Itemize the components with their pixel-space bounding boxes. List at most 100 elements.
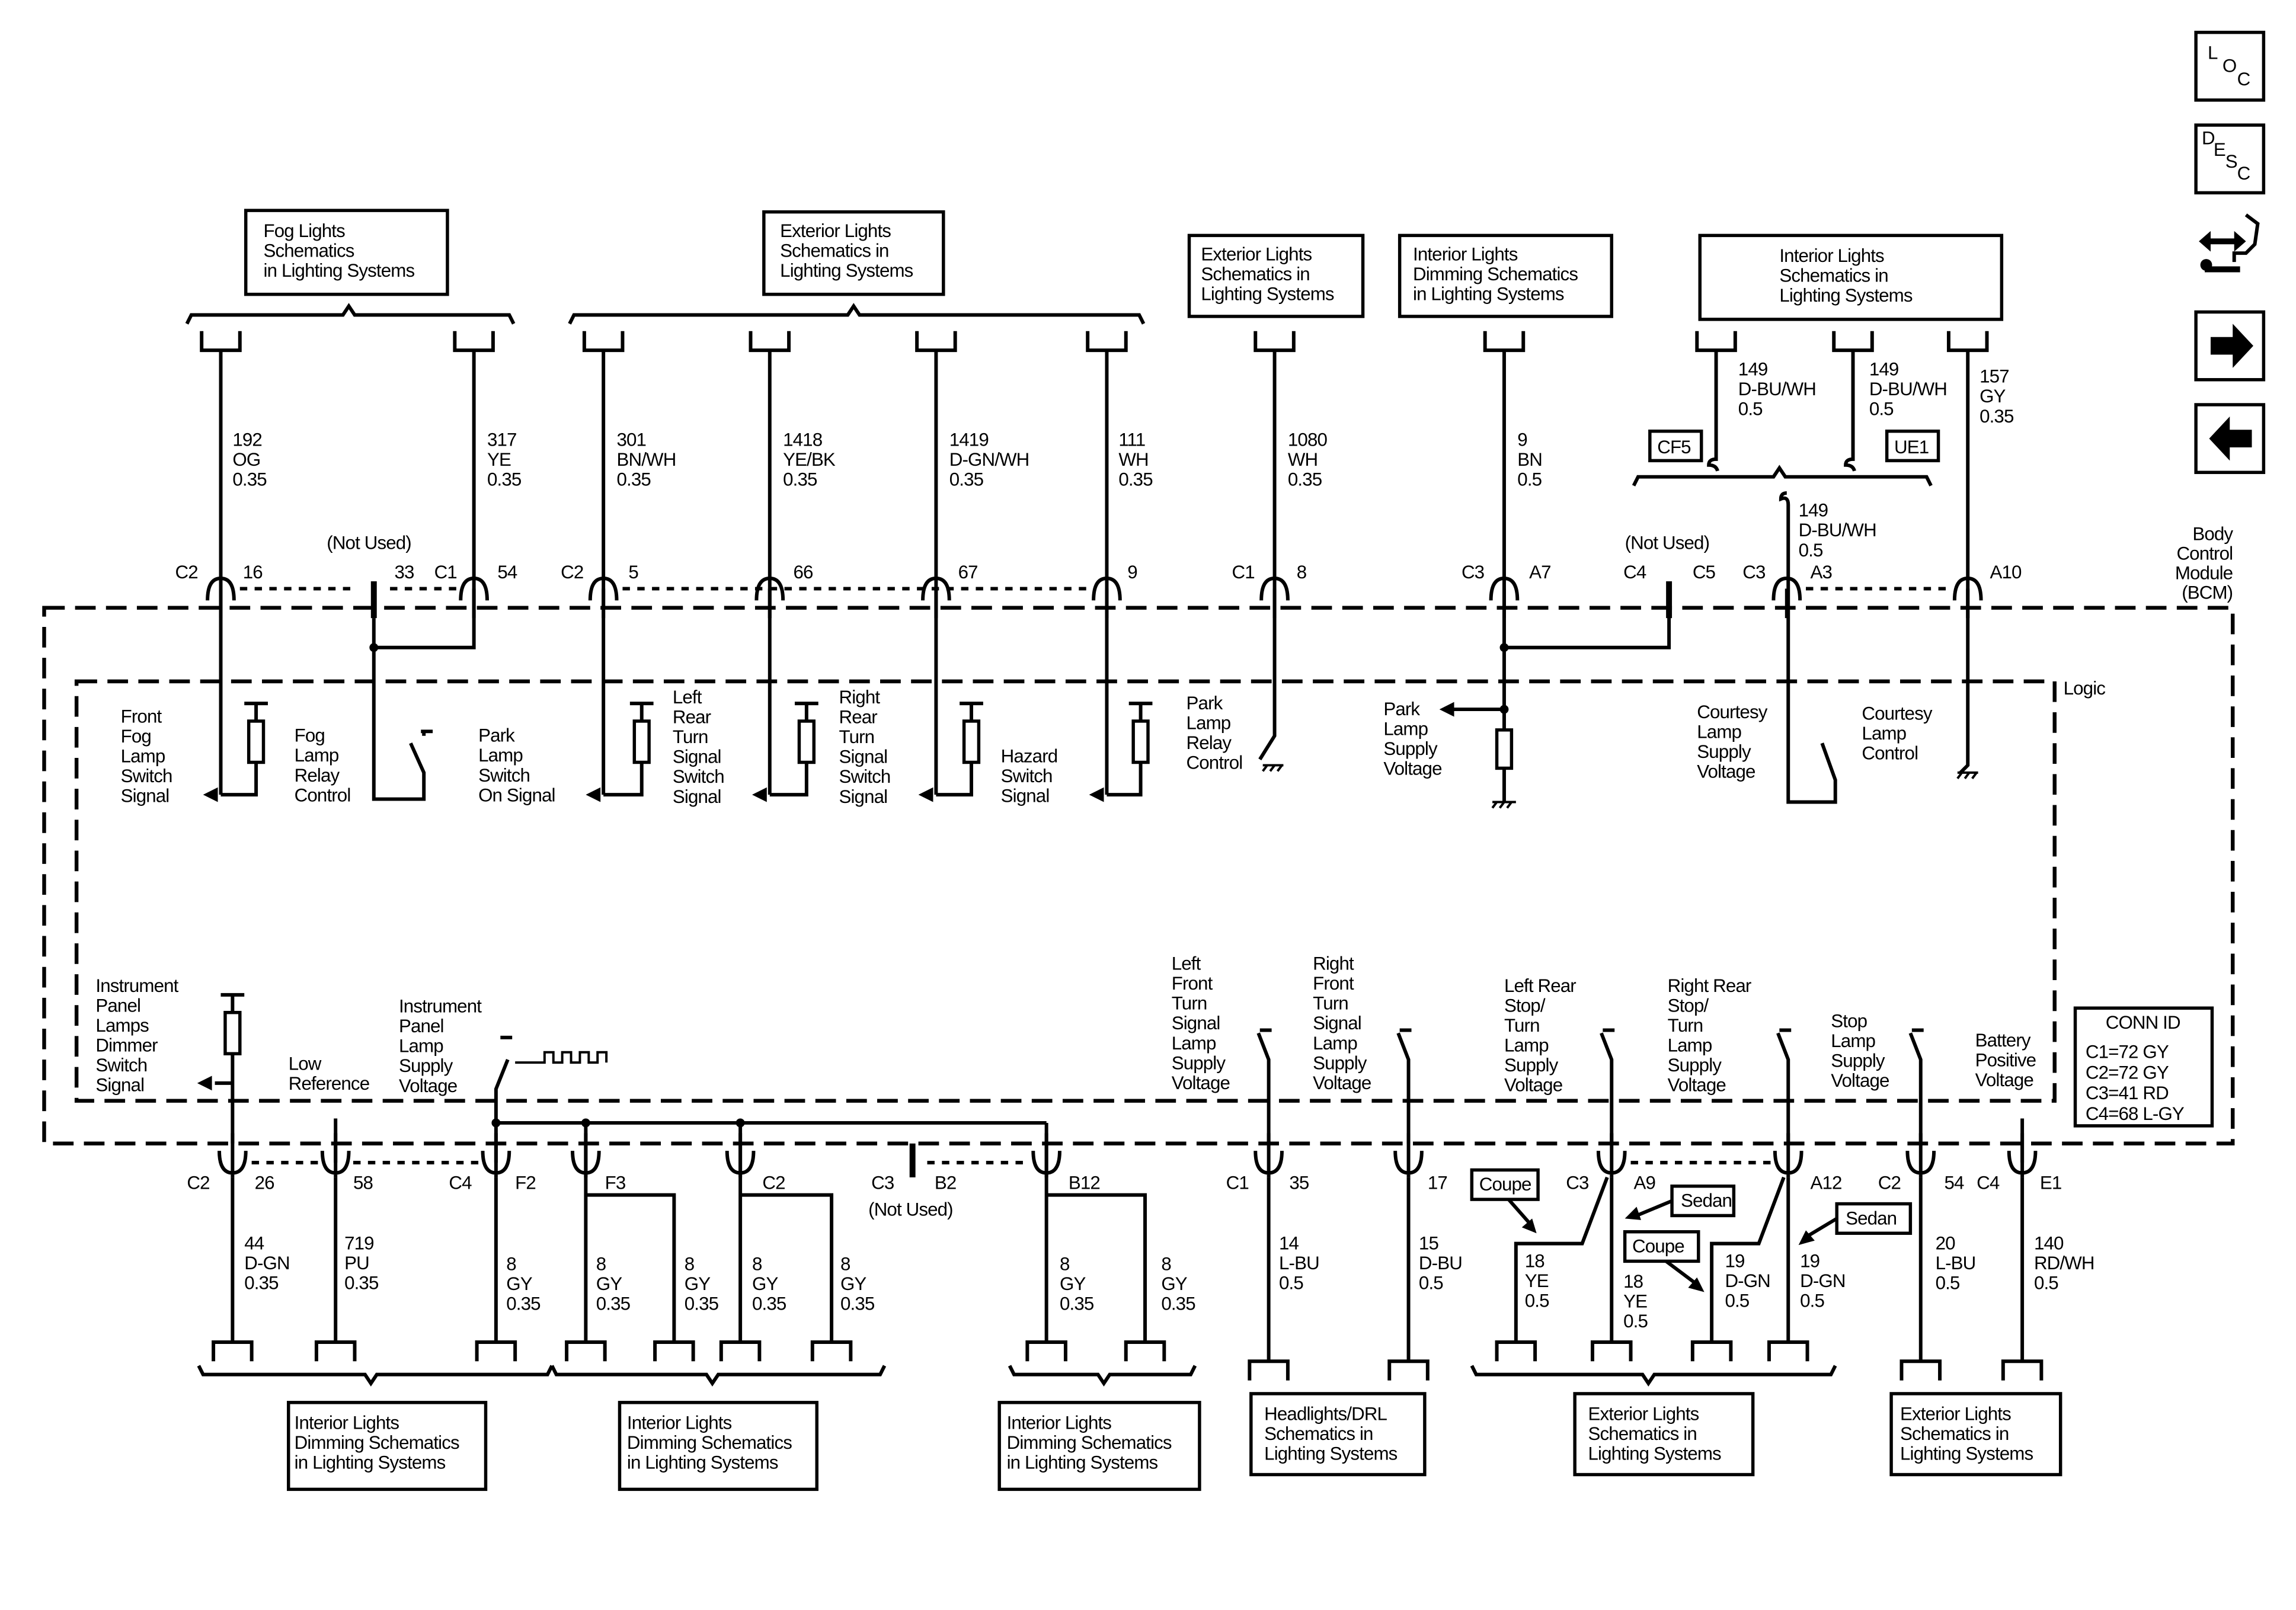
previous-arrow-icon[interactable] <box>2194 403 2266 474</box>
interior-dimming-ref-box[interactable] <box>1398 233 1613 318</box>
bottom-reference-label[interactable]: Exterior Lights <box>1900 1404 2012 1425</box>
circuit-function-label: Right Rear <box>1668 975 1751 996</box>
bottom-reference-label[interactable]: Interior Lights <box>1007 1413 1112 1433</box>
pin-label: E1 <box>2040 1173 2062 1193</box>
exterior-lights-ref-box[interactable] <box>1187 233 1365 318</box>
top-reference-label[interactable]: Interior Lights <box>1413 244 1518 265</box>
pin-label: 66 <box>794 562 814 582</box>
exterior-lights-ref-box[interactable] <box>762 210 945 296</box>
wire-label: 9 <box>1517 430 1527 450</box>
circuit-function-label: Switch <box>839 766 891 787</box>
wire-label: 0.5 <box>1738 398 1763 419</box>
pin-label: 33 <box>395 562 415 582</box>
interior-dimming-ref-box[interactable] <box>287 1401 488 1491</box>
top-reference-label[interactable]: Dimming Schematics <box>1413 264 1578 284</box>
circuit-function-label: Lamp <box>478 745 523 766</box>
wire-label: GY <box>752 1273 778 1294</box>
top-reference-label[interactable]: in Lighting Systems <box>264 260 415 281</box>
headlights-drl-ref-box[interactable] <box>1249 1392 1427 1477</box>
wire-label: 8 <box>506 1253 516 1274</box>
wire-label: 19 <box>1725 1250 1744 1271</box>
circuit-function-label: Lamp <box>1187 713 1231 734</box>
top-reference-label[interactable]: in Lighting Systems <box>1413 284 1565 305</box>
next-arrow-icon[interactable] <box>2194 310 2266 382</box>
bottom-reference-label[interactable]: Schematics in <box>1900 1423 2009 1444</box>
bottom-module-pins <box>218 1133 2038 1177</box>
bottom-braces <box>197 1365 1837 1387</box>
loc-icon-letters: C <box>2237 69 2250 89</box>
bottom-reference-label[interactable]: Lighting Systems <box>1900 1443 2033 1464</box>
wire-label: 0.35 <box>596 1293 631 1314</box>
circuit-function-label: Turn <box>673 726 708 747</box>
bottom-reference-label[interactable]: Interior Lights <box>295 1413 400 1433</box>
wire-label: 149 <box>1869 359 1899 379</box>
circuit-function-label: Voltage <box>1383 758 1441 779</box>
wire-connector <box>1086 331 1128 353</box>
interior-lights-ref-box[interactable] <box>1698 233 2004 321</box>
top-reference-label[interactable]: Exterior Lights <box>780 220 891 241</box>
circuit-function-label: Turn <box>1504 1015 1540 1036</box>
circuit-function-label: Switch <box>478 765 530 786</box>
interior-dimming-ref-box[interactable] <box>618 1401 818 1491</box>
top-reference-label[interactable]: Exterior Lights <box>1201 244 1312 265</box>
bottom-reference-label[interactable]: Schematics in <box>1588 1423 1697 1444</box>
bottom-reference-label[interactable]: in Lighting Systems <box>627 1452 779 1473</box>
top-reference-label[interactable]: Interior Lights <box>1779 245 1885 266</box>
pin-label: C3 <box>1742 562 1766 582</box>
circuit-function-label: Battery <box>1975 1030 2031 1051</box>
top-reference-label[interactable]: Lighting Systems <box>1779 285 1913 306</box>
bottom-reference-label[interactable]: Dimming Schematics <box>627 1432 792 1453</box>
exterior-lights-ref-box[interactable] <box>1573 1392 1755 1477</box>
bottom-reference-label[interactable]: Exterior Lights <box>1588 1404 1700 1425</box>
top-reference-label[interactable]: Fog Lights <box>264 220 346 241</box>
circuit-function-label: Signal <box>1001 786 1050 806</box>
bottom-reference-label[interactable]: Dimming Schematics <box>295 1432 460 1453</box>
pin-label: C1 <box>1226 1173 1249 1193</box>
bottom-reference-label[interactable]: Interior Lights <box>627 1413 733 1433</box>
circuit-function-label: Right <box>1313 953 1354 974</box>
desc-icon-letters: D <box>2202 127 2215 148</box>
wire-connector <box>1495 1340 1537 1362</box>
wire-connector <box>2001 1359 2044 1381</box>
pin-label: B2 <box>935 1173 957 1193</box>
swap-wrench-icon[interactable] <box>2199 213 2260 273</box>
bottom-reference-label[interactable]: Dimming Schematics <box>1007 1432 1172 1453</box>
top-reference-label[interactable]: Lighting Systems <box>780 260 913 281</box>
pin-label: C3 <box>1566 1173 1589 1193</box>
circuit-function-label: Signal <box>1313 1013 1361 1033</box>
exterior-lights-ref-box[interactable] <box>1889 1392 2062 1477</box>
module-pin <box>1773 1133 1803 1177</box>
pin-label: 54 <box>1944 1173 1964 1193</box>
top-reference-label[interactable]: Schematics in <box>1779 265 1888 286</box>
bottom-reference-label[interactable]: Schematics in <box>1264 1423 1373 1444</box>
top-reference-label[interactable]: Lighting Systems <box>1201 284 1334 305</box>
fog-lights-ref-box[interactable] <box>244 209 449 296</box>
circuit-function-label: Courtesy <box>1697 702 1767 722</box>
bottom-reference-label[interactable]: Lighting Systems <box>1264 1443 1398 1464</box>
wire-label: GY <box>1161 1273 1187 1294</box>
interior-dimming-ref-box[interactable] <box>997 1401 1201 1491</box>
top-reference-label[interactable]: Schematics in <box>780 240 889 261</box>
circuit-function-label: Right <box>839 687 881 708</box>
desc-icon-letters: E <box>2214 139 2225 160</box>
top-reference-label[interactable]: Schematics in <box>1201 264 1310 284</box>
bottom-reference-label[interactable]: Lighting Systems <box>1588 1443 1722 1464</box>
pin-label: C4 <box>1977 1173 2000 1193</box>
wire-connector <box>1900 1359 1942 1381</box>
top-reference-label[interactable]: Schematics <box>264 240 355 261</box>
wire-label: D-GN <box>1800 1270 1845 1291</box>
option-tag-boxes <box>1470 1168 1913 1292</box>
bottom-reference-label[interactable]: in Lighting Systems <box>1007 1452 1159 1473</box>
circuit-function-label: Supply <box>1831 1051 1885 1071</box>
loc-icon[interactable] <box>2194 30 2266 102</box>
conn-id-box <box>2073 1006 2214 1128</box>
bottom-reference-label[interactable]: Headlights/DRL <box>1264 1404 1387 1425</box>
internal-circuits <box>203 618 1978 809</box>
circuit-function-label: Voltage <box>1313 1073 1371 1093</box>
circuit-function-label: Signal <box>839 747 888 767</box>
bottom-reference-label[interactable]: in Lighting Systems <box>295 1452 446 1473</box>
wire-connector <box>1690 1340 1733 1362</box>
module-name: Control <box>2176 543 2233 564</box>
desc-icon[interactable] <box>2194 123 2266 195</box>
